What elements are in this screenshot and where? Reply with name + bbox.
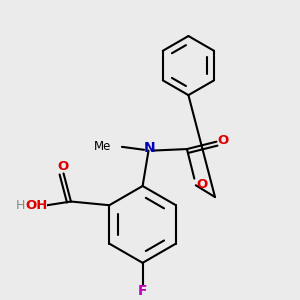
Text: OH: OH	[26, 199, 48, 212]
Text: F: F	[138, 284, 147, 298]
Text: Me: Me	[94, 140, 111, 153]
Text: N: N	[143, 141, 155, 154]
Text: H: H	[16, 199, 26, 212]
Text: O: O	[57, 160, 68, 173]
Text: O: O	[196, 178, 207, 191]
Text: O: O	[218, 134, 229, 147]
